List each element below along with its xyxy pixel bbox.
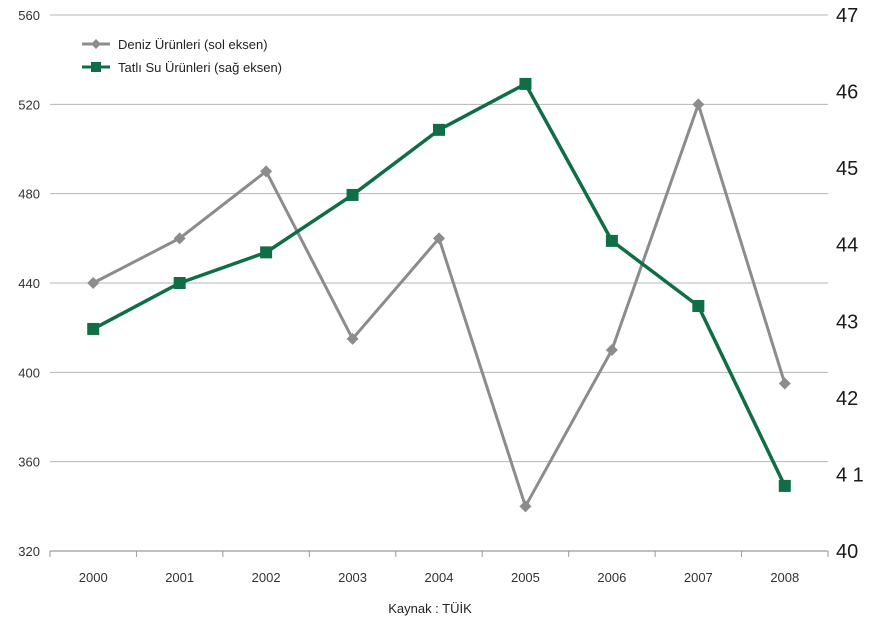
data-point-deniz (346, 332, 359, 345)
y-left-tick-label: 400 (18, 365, 40, 380)
x-tick-label: 2007 (684, 570, 713, 585)
y-left-tick-label: 480 (18, 187, 40, 202)
data-point-deniz (87, 277, 100, 289)
y-right-tick-label: 46 (836, 82, 858, 104)
data-point-tatli-su (692, 299, 705, 312)
data-point-deniz (260, 165, 273, 178)
x-tick-label: 2002 (252, 570, 281, 585)
x-tick-label: 2003 (338, 570, 367, 585)
legend: Deniz Ürünleri (sol eksen) Tatlı Su Ürün… (82, 37, 282, 75)
legend-label-tatli-su: Tatlı Su Ürünleri (sağ eksen) (118, 60, 282, 75)
data-point-deniz (519, 500, 532, 513)
axes: 320 360 400 440 480 520 560 40 4 1 42 43 44 45 46 47 20… (18, 5, 864, 585)
data-point-tatli-su (605, 234, 618, 247)
y-right-tick-label: 40 (836, 541, 858, 563)
data-point-deniz (605, 344, 618, 356)
legend-label-deniz: Deniz Ürünleri (sol eksen) (118, 37, 268, 52)
y-left-tick-label: 440 (18, 276, 40, 291)
series-line-tatli-su (92, 82, 787, 487)
x-tick-label: 2008 (770, 570, 799, 585)
x-tick-label: 2004 (425, 570, 454, 585)
data-point-tatli-su (87, 322, 100, 335)
source-note: Kaynak : TÜİK (388, 601, 472, 616)
y-left-tick-label: 560 (18, 8, 40, 23)
data-point-deniz (173, 232, 186, 245)
y-right-tick-label: 4 1 (836, 464, 864, 486)
legend-marker-deniz (91, 39, 101, 49)
data-point-deniz (692, 98, 705, 111)
y-right-tick-label: 47 (836, 5, 858, 27)
y-left-tick-label: 520 (18, 97, 40, 112)
x-tick-label: 2006 (597, 570, 626, 585)
data-point-deniz (778, 377, 791, 390)
data-point-tatli-su (260, 246, 273, 259)
y-right-tick-label: 43 (836, 311, 858, 333)
x-tick-label: 2000 (79, 570, 108, 585)
y-right-tick-label: 42 (836, 388, 858, 410)
y-right-tick-label: 45 (836, 158, 858, 180)
x-tick-label: 2005 (511, 570, 540, 585)
series (87, 77, 791, 513)
data-point-deniz (433, 232, 445, 245)
x-tick-label: 2001 (165, 570, 194, 585)
y-left-tick-label: 360 (18, 455, 40, 470)
data-point-tatli-su (173, 277, 186, 289)
y-right-tick-label: 44 (836, 235, 858, 257)
data-point-tatli-su (778, 479, 791, 492)
legend-marker-tatli-su (91, 62, 101, 72)
data-point-tatli-su (519, 77, 532, 90)
series-line-deniz (92, 102, 787, 508)
data-point-tatli-su (433, 123, 445, 136)
data-point-tatli-su (346, 188, 359, 201)
y-left-tick-label: 320 (18, 544, 40, 559)
